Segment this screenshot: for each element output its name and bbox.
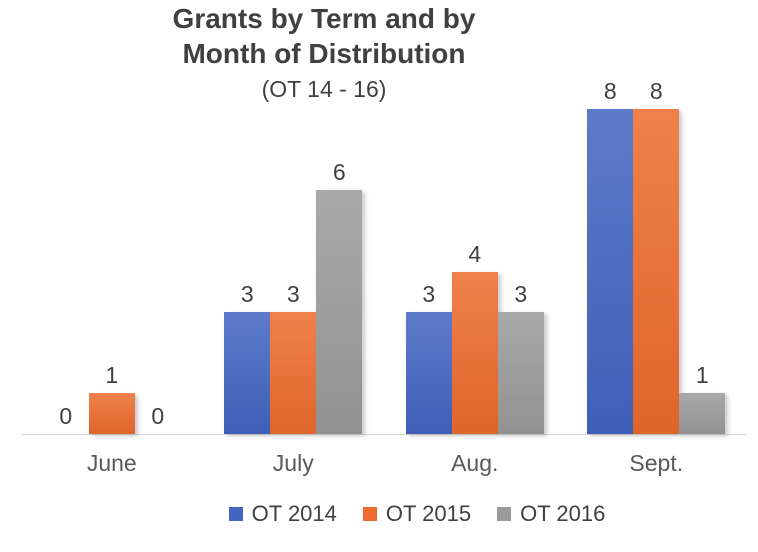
- chart-title-block: Grants by Term and by Month of Distribut…: [0, 1, 648, 104]
- bar: [405, 312, 452, 434]
- legend-swatch-icon: [497, 507, 512, 521]
- legend-item-ot-2016: OT 2016: [497, 501, 605, 527]
- bar-value-label: 1: [105, 362, 119, 388]
- bar-slot: 3: [497, 104, 544, 434]
- bar-value-label: 1: [695, 362, 709, 388]
- legend: OT 2014 OT 2015 OT 2016: [0, 501, 758, 527]
- bar-value-label: 4: [468, 241, 482, 267]
- bar-group: 8 8 1: [566, 78, 748, 434]
- bar-value-label: 0: [151, 403, 165, 429]
- bar-slot: 8: [633, 78, 680, 434]
- category-axis: June July Aug. Sept.: [21, 449, 747, 477]
- bar-slot: 1: [679, 104, 726, 434]
- bar-value-label: 0: [59, 403, 73, 429]
- category-label: Aug.: [451, 450, 499, 476]
- bar: [497, 312, 544, 434]
- bar-value-label: 6: [332, 159, 346, 185]
- chart-title-line-2: Month of Distribution: [182, 38, 466, 69]
- plot-area: 0 1 0 3 3 6 3 4 3 8 8 1: [21, 78, 748, 435]
- bar-slot: 1: [88, 104, 135, 434]
- category-label: July: [272, 450, 314, 476]
- bar: [224, 312, 271, 434]
- bar: [316, 190, 363, 434]
- chart-title-line-1: Grants by Term and by: [172, 3, 476, 34]
- bar: [270, 312, 317, 434]
- bar-value-label: 3: [286, 281, 300, 307]
- bar-value-label: 8: [603, 78, 617, 104]
- bar-slot: 6: [316, 104, 363, 434]
- bar: [633, 109, 680, 434]
- bar-group: 3 4 3: [384, 104, 566, 434]
- bar: [587, 109, 634, 434]
- bar: [451, 272, 498, 434]
- bar-value-label: 8: [649, 78, 663, 104]
- legend-label: OT 2014: [251, 501, 337, 526]
- bar-slot: 3: [270, 104, 317, 434]
- bar-value-label: 3: [422, 281, 436, 307]
- legend-item-ot-2015: OT 2015: [362, 501, 472, 527]
- category-label: June: [86, 450, 137, 476]
- bar-slot: 0: [135, 104, 181, 434]
- bar-slot: 0: [43, 104, 89, 434]
- legend-item-ot-2014: OT 2014: [228, 501, 337, 527]
- bar-slot: 8: [587, 78, 634, 434]
- bar-value-label: 3: [514, 281, 528, 307]
- legend-label: OT 2016: [520, 501, 606, 526]
- legend-swatch-icon: [228, 507, 243, 521]
- legend-label: OT 2015: [385, 501, 472, 526]
- bar-group: 0 1 0: [21, 104, 203, 434]
- category-label: Sept.: [629, 450, 684, 476]
- chart-subtitle: (OT 14 - 16): [261, 76, 387, 102]
- bar: [88, 393, 135, 434]
- bar: [679, 393, 726, 434]
- bar-slot: 3: [405, 104, 452, 434]
- bar-value-label: 3: [240, 281, 254, 307]
- bar-group: 3 3 6: [203, 104, 385, 434]
- bar-slot: 3: [224, 104, 271, 434]
- bar-slot: 4: [451, 104, 498, 434]
- legend-swatch-icon: [362, 507, 377, 521]
